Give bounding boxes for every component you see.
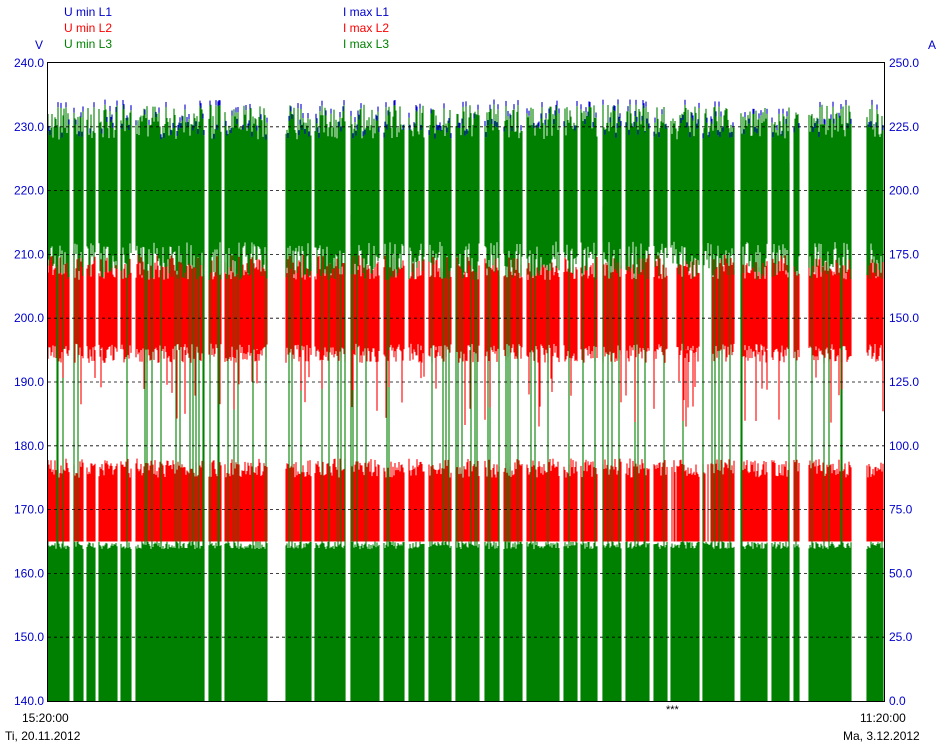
left-tick-label: 160.0 xyxy=(14,566,44,580)
left-tick-label: 220.0 xyxy=(14,184,44,198)
left-tick-label: 200.0 xyxy=(14,311,44,325)
x-start-time: 15:20:00 xyxy=(22,711,69,725)
x-end-time: 11:20:00 xyxy=(860,711,906,725)
right-axis-unit: A xyxy=(928,38,937,52)
right-tick-label: 100.0 xyxy=(889,439,919,453)
left-tick-label: 210.0 xyxy=(14,247,44,261)
legend-entry: U min L1 xyxy=(64,5,113,19)
legend-entry: I max L3 xyxy=(343,37,390,51)
plot-frame xyxy=(47,62,885,702)
right-tick-label: 175.0 xyxy=(889,247,919,261)
right-tick-label: 250.0 xyxy=(889,56,919,70)
right-tick-label: 50.0 xyxy=(889,566,913,580)
left-tick-label: 240.0 xyxy=(14,56,44,70)
legend-entry: U min L3 xyxy=(64,37,113,51)
left-tick-label: 180.0 xyxy=(14,439,44,453)
right-tick-label: 75.0 xyxy=(889,503,913,517)
x-marker: *** xyxy=(666,704,679,716)
x-end-date: Ma, 3.12.2012 xyxy=(843,729,920,743)
axis-ticks: 240.0 250.0 230.0 225.0 220.0 200.0 210.0 175.0… xyxy=(14,56,919,708)
right-tick-label: 200.0 xyxy=(889,184,919,198)
series-bars xyxy=(47,99,884,701)
left-tick-label: 190.0 xyxy=(14,375,44,389)
left-tick-label: 150.0 xyxy=(14,630,44,644)
x-start-date: Ti, 20.11.2012 xyxy=(5,729,81,743)
right-tick-label: 0.0 xyxy=(889,694,906,708)
legend-entry: I max L1 xyxy=(343,5,390,19)
right-tick-label: 225.0 xyxy=(889,120,919,134)
legend-entry: U min L2 xyxy=(64,21,113,35)
gridlines xyxy=(48,126,884,638)
left-axis-unit: V xyxy=(35,38,44,52)
right-tick-label: 125.0 xyxy=(889,375,919,389)
legend-entry: I max L2 xyxy=(343,21,390,35)
left-tick-label: 230.0 xyxy=(14,120,44,134)
left-tick-label: 170.0 xyxy=(14,503,44,517)
right-tick-label: 150.0 xyxy=(889,311,919,325)
right-tick-label: 25.0 xyxy=(889,630,913,644)
left-tick-label: 140.0 xyxy=(14,694,44,708)
